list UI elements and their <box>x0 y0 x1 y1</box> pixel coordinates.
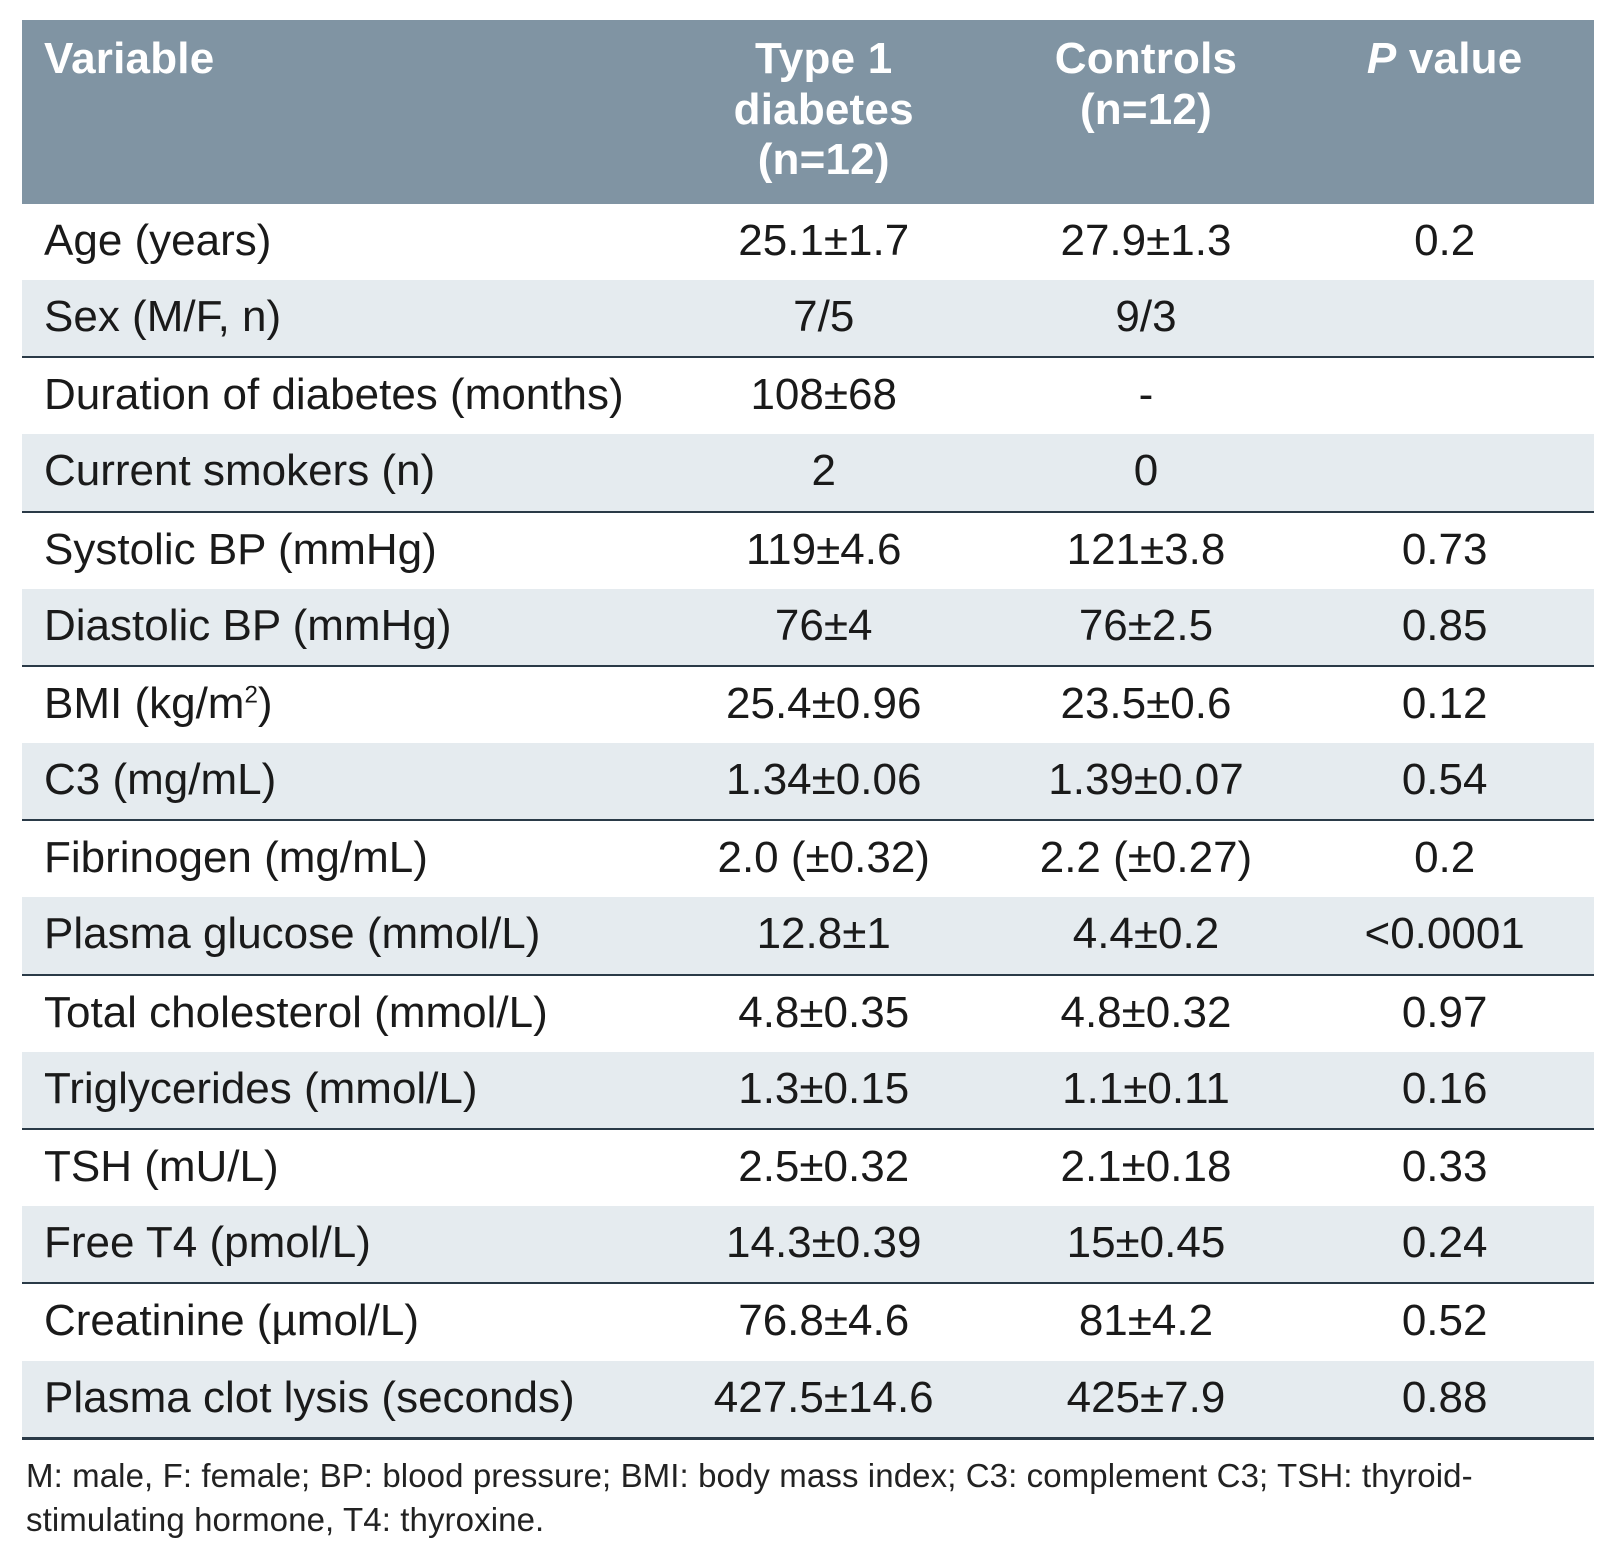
cell-controls: 2.1±0.18 <box>997 1129 1296 1206</box>
cell-pvalue <box>1295 280 1594 357</box>
cell-controls: 9/3 <box>997 280 1296 357</box>
cell-t1d: 76±4 <box>651 589 997 666</box>
cell-pvalue: 0.73 <box>1295 512 1594 589</box>
table-row: Age (years)25.1±1.727.9±1.30.2 <box>22 204 1594 280</box>
cell-variable: Current smokers (n) <box>22 434 651 511</box>
col-header-pvalue: P value <box>1295 20 1594 204</box>
table-body: Age (years)25.1±1.727.9±1.30.2Sex (M/F, … <box>22 204 1594 1439</box>
cell-pvalue: 0.52 <box>1295 1283 1594 1360</box>
cell-controls: 27.9±1.3 <box>997 204 1296 280</box>
cell-variable: Sex (M/F, n) <box>22 280 651 357</box>
col-header-t1d-line2: (n=12) <box>663 135 985 186</box>
table-row: Current smokers (n)20 <box>22 434 1594 511</box>
cell-variable: Triglycerides (mmol/L) <box>22 1052 651 1129</box>
table-row: Triglycerides (mmol/L)1.3±0.151.1±0.110.… <box>22 1052 1594 1129</box>
cell-t1d: 108±68 <box>651 357 997 434</box>
cell-t1d: 76.8±4.6 <box>651 1283 997 1360</box>
cell-variable: Plasma clot lysis (seconds) <box>22 1361 651 1439</box>
cell-pvalue: <0.0001 <box>1295 897 1594 974</box>
cell-t1d: 25.4±0.96 <box>651 666 997 743</box>
cell-pvalue: 0.85 <box>1295 589 1594 666</box>
cell-variable: Diastolic BP (mmHg) <box>22 589 651 666</box>
cell-controls: - <box>997 357 1296 434</box>
cell-controls: 76±2.5 <box>997 589 1296 666</box>
cell-t1d: 7/5 <box>651 280 997 357</box>
cell-t1d: 12.8±1 <box>651 897 997 974</box>
col-header-controls-line2: (n=12) <box>1009 85 1284 136</box>
table-header: Variable Type 1 diabetes (n=12) Controls… <box>22 20 1594 204</box>
table-row: Fibrinogen (mg/mL)2.0 (±0.32)2.2 (±0.27)… <box>22 820 1594 897</box>
cell-t1d: 427.5±14.6 <box>651 1361 997 1439</box>
table-row: Plasma clot lysis (seconds)427.5±14.6425… <box>22 1361 1594 1439</box>
col-header-pvalue-suffix: value <box>1396 34 1522 83</box>
table-row: Plasma glucose (mmol/L)12.8±14.4±0.2<0.0… <box>22 897 1594 974</box>
cell-controls: 81±4.2 <box>997 1283 1296 1360</box>
cell-variable: Age (years) <box>22 204 651 280</box>
cell-pvalue: 0.33 <box>1295 1129 1594 1206</box>
cell-t1d: 2 <box>651 434 997 511</box>
cell-pvalue: 0.2 <box>1295 820 1594 897</box>
table-row: Free T4 (pmol/L)14.3±0.3915±0.450.24 <box>22 1206 1594 1283</box>
cell-controls: 23.5±0.6 <box>997 666 1296 743</box>
cell-variable: Free T4 (pmol/L) <box>22 1206 651 1283</box>
col-header-t1d: Type 1 diabetes (n=12) <box>651 20 997 204</box>
cell-controls: 4.4±0.2 <box>997 897 1296 974</box>
cell-t1d: 1.34±0.06 <box>651 743 997 820</box>
cell-controls: 425±7.9 <box>997 1361 1296 1439</box>
cell-variable: Total cholesterol (mmol/L) <box>22 975 651 1052</box>
clinical-characteristics-table: Variable Type 1 diabetes (n=12) Controls… <box>22 20 1594 1440</box>
col-header-variable-text: Variable <box>44 34 214 83</box>
table-footnote: M: male, F: female; BP: blood pressure; … <box>22 1440 1594 1543</box>
table-container: Variable Type 1 diabetes (n=12) Controls… <box>0 0 1616 1567</box>
cell-controls: 1.39±0.07 <box>997 743 1296 820</box>
cell-controls: 4.8±0.32 <box>997 975 1296 1052</box>
cell-controls: 2.2 (±0.27) <box>997 820 1296 897</box>
table-row: BMI (kg/m2)25.4±0.9623.5±0.60.12 <box>22 666 1594 743</box>
cell-pvalue: 0.2 <box>1295 204 1594 280</box>
cell-t1d: 4.8±0.35 <box>651 975 997 1052</box>
table-row: TSH (mU/L)2.5±0.322.1±0.180.33 <box>22 1129 1594 1206</box>
cell-pvalue: 0.54 <box>1295 743 1594 820</box>
col-header-controls: Controls (n=12) <box>997 20 1296 204</box>
cell-variable: C3 (mg/mL) <box>22 743 651 820</box>
cell-pvalue: 0.12 <box>1295 666 1594 743</box>
cell-pvalue <box>1295 357 1594 434</box>
cell-variable: Creatinine (µmol/L) <box>22 1283 651 1360</box>
col-header-pvalue-p: P <box>1367 34 1397 83</box>
table-row: Sex (M/F, n)7/59/3 <box>22 280 1594 357</box>
cell-controls: 1.1±0.11 <box>997 1052 1296 1129</box>
table-row: Systolic BP (mmHg)119±4.6121±3.80.73 <box>22 512 1594 589</box>
table-row: Total cholesterol (mmol/L)4.8±0.354.8±0.… <box>22 975 1594 1052</box>
col-header-t1d-line1: Type 1 diabetes <box>734 34 914 134</box>
col-header-variable: Variable <box>22 20 651 204</box>
cell-t1d: 119±4.6 <box>651 512 997 589</box>
table-row: Diastolic BP (mmHg)76±476±2.50.85 <box>22 589 1594 666</box>
cell-controls: 121±3.8 <box>997 512 1296 589</box>
cell-pvalue: 0.88 <box>1295 1361 1594 1439</box>
cell-t1d: 1.3±0.15 <box>651 1052 997 1129</box>
table-row: C3 (mg/mL)1.34±0.061.39±0.070.54 <box>22 743 1594 820</box>
cell-controls: 0 <box>997 434 1296 511</box>
cell-controls: 15±0.45 <box>997 1206 1296 1283</box>
cell-variable: Systolic BP (mmHg) <box>22 512 651 589</box>
cell-pvalue: 0.24 <box>1295 1206 1594 1283</box>
cell-t1d: 25.1±1.7 <box>651 204 997 280</box>
col-header-controls-line1: Controls <box>1055 34 1237 83</box>
cell-variable: Fibrinogen (mg/mL) <box>22 820 651 897</box>
cell-pvalue: 0.16 <box>1295 1052 1594 1129</box>
cell-t1d: 2.5±0.32 <box>651 1129 997 1206</box>
cell-variable: BMI (kg/m2) <box>22 666 651 743</box>
cell-pvalue: 0.97 <box>1295 975 1594 1052</box>
cell-t1d: 2.0 (±0.32) <box>651 820 997 897</box>
cell-variable: TSH (mU/L) <box>22 1129 651 1206</box>
cell-variable: Plasma glucose (mmol/L) <box>22 897 651 974</box>
table-row: Duration of diabetes (months)108±68- <box>22 357 1594 434</box>
table-row: Creatinine (µmol/L)76.8±4.681±4.20.52 <box>22 1283 1594 1360</box>
cell-pvalue <box>1295 434 1594 511</box>
cell-t1d: 14.3±0.39 <box>651 1206 997 1283</box>
cell-variable: Duration of diabetes (months) <box>22 357 651 434</box>
